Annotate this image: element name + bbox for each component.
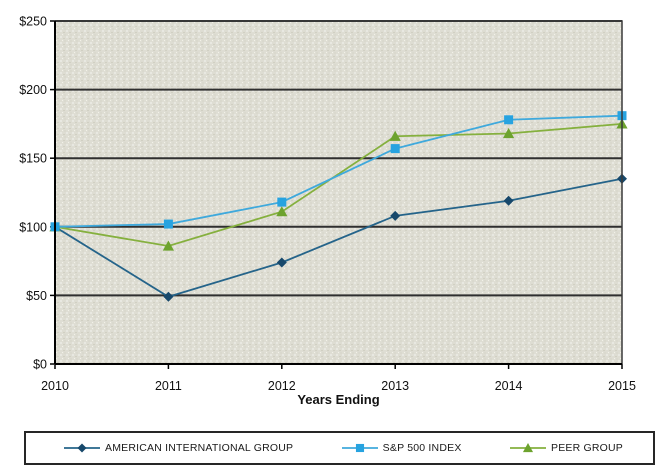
triangle-marker bbox=[276, 206, 288, 217]
triangle-marker bbox=[162, 240, 174, 251]
triangle-marker bbox=[522, 443, 534, 453]
plot-area bbox=[55, 21, 622, 364]
diamond-marker bbox=[503, 195, 514, 206]
legend-label-american-international-group: AMERICAN INTERNATIONAL GROUP bbox=[105, 442, 294, 454]
x-axis-title: Years Ending bbox=[297, 392, 379, 407]
triangle-marker bbox=[503, 128, 515, 139]
aig-line-diamond-marker-icon bbox=[64, 443, 100, 453]
square-marker bbox=[163, 219, 173, 229]
chart-root: $0 $50 $100 $150 $200 $250 2010 2011 2012 2013 201… bbox=[19, 15, 636, 408]
legend-label-sp500-index: S&P 500 INDEX bbox=[382, 442, 462, 454]
y-axis-label-100: $100 bbox=[19, 220, 47, 234]
diamond-marker bbox=[390, 210, 401, 221]
square-marker bbox=[390, 144, 400, 154]
diamond-marker bbox=[77, 443, 87, 453]
sp500-line-square-marker-icon bbox=[341, 443, 378, 453]
performance-line-chart: $0 $50 $100 $150 $200 $250 2010 2011 2012 2013 201… bbox=[19, 15, 636, 408]
series-line bbox=[54, 114, 623, 228]
square-marker bbox=[355, 443, 364, 453]
x-axis-label-2012: 2012 bbox=[268, 379, 296, 393]
y-axis-label-150: $150 bbox=[19, 152, 47, 166]
x-axis-label-2011: 2011 bbox=[155, 379, 182, 393]
y-axis-label-50: $50 bbox=[26, 289, 47, 303]
square-marker bbox=[504, 115, 514, 125]
peer-group-line-triangle-marker-icon bbox=[509, 443, 546, 453]
x-axis-label-2015: 2015 bbox=[608, 379, 636, 393]
legend-label-peer-group: PEER GROUP bbox=[550, 442, 623, 454]
legend-item-american-international-group: AMERICAN INTERNATIONAL GROUP bbox=[62, 442, 293, 454]
diamond-marker bbox=[163, 291, 174, 302]
chart-legend: AMERICAN INTERNATIONAL GROUP S&P 500 IND… bbox=[24, 431, 655, 465]
x-axis-label-2010: 2010 bbox=[41, 379, 69, 393]
square-marker bbox=[277, 197, 287, 207]
legend-item-peer-group: PEER GROUP bbox=[508, 442, 623, 454]
diamond-marker bbox=[276, 257, 287, 268]
series-line bbox=[54, 123, 623, 247]
x-axis-label-2014: 2014 bbox=[495, 379, 523, 393]
series-line bbox=[54, 177, 623, 298]
y-axis-label-250: $250 bbox=[19, 15, 47, 29]
triangle-marker bbox=[389, 130, 401, 141]
legend-item-sp500-index: S&P 500 INDEX bbox=[340, 442, 462, 454]
y-axis-label-200: $200 bbox=[19, 83, 47, 97]
y-axis-label-0: $0 bbox=[33, 358, 47, 372]
x-axis-label-2013: 2013 bbox=[381, 379, 409, 393]
